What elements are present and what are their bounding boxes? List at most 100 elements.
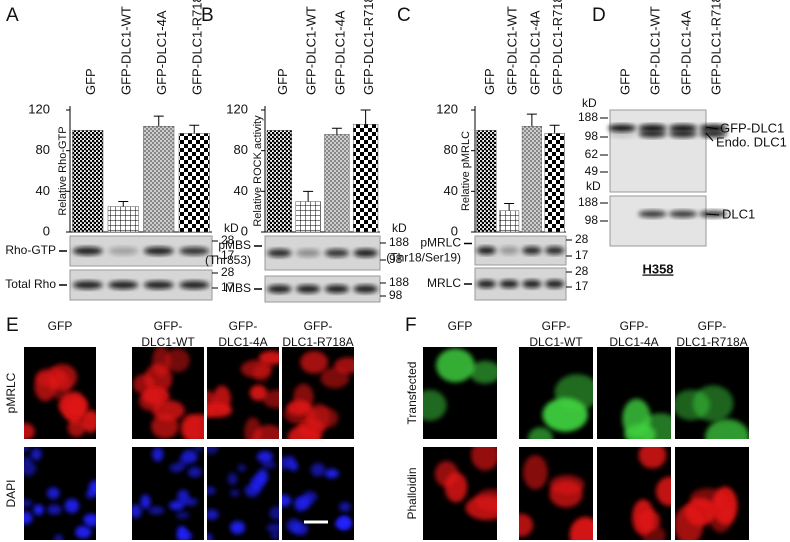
- blot-band: [179, 281, 210, 289]
- blot-band: [267, 285, 292, 293]
- cell: [34, 371, 57, 402]
- blot-band: [669, 210, 697, 218]
- panel-letter: F: [405, 315, 417, 336]
- y-tick-label: 80: [444, 142, 458, 157]
- blot-band: [638, 130, 667, 138]
- cell: [60, 391, 87, 421]
- cell: [334, 357, 354, 374]
- blot-label: pMRLC: [420, 236, 461, 250]
- cell: [269, 506, 279, 521]
- category-label: GFP-DLC1-R718A: [550, 0, 565, 95]
- y-tick-label: 80: [234, 142, 248, 157]
- cell: [46, 504, 62, 515]
- category-label: GFP-DLC1-4A: [527, 10, 542, 95]
- cell: [307, 403, 330, 430]
- marker-label: 188: [389, 275, 409, 289]
- marker-label: 17: [575, 248, 589, 262]
- cell: [423, 389, 447, 421]
- y-tick-label: 40: [36, 183, 50, 198]
- micrograph: [675, 447, 749, 540]
- cell: [469, 360, 497, 384]
- panel-letter: D: [592, 5, 606, 26]
- band-pointer: [705, 132, 714, 142]
- cell: [324, 468, 339, 479]
- blot-band: [638, 124, 667, 132]
- cell: [237, 464, 247, 472]
- micrograph: [423, 347, 497, 439]
- blot-band: [499, 280, 519, 288]
- error-bar: [360, 109, 371, 125]
- cell: [310, 463, 326, 477]
- cell: [471, 447, 497, 471]
- blot-band: [353, 249, 378, 257]
- cell: [339, 516, 350, 529]
- column-label: DLC1-4A: [218, 335, 267, 349]
- blot-band: [324, 249, 349, 257]
- band-label: Endo. DLC1: [716, 134, 787, 149]
- micrograph-bg: [24, 447, 96, 540]
- micrograph: [282, 447, 354, 540]
- cell: [182, 413, 204, 439]
- marker-label: 62: [585, 147, 599, 161]
- cell: [140, 494, 151, 510]
- micrograph: [519, 447, 593, 540]
- cell: [249, 384, 268, 401]
- cell: [690, 488, 727, 509]
- y-axis-label: Relative ROCK activity: [252, 115, 264, 227]
- cell: [287, 425, 322, 439]
- marker-label: 28: [221, 265, 235, 279]
- blot-band: [608, 130, 636, 138]
- cell: [436, 348, 475, 383]
- marker-label: 28: [575, 232, 589, 246]
- cell: [270, 531, 279, 540]
- blot-band: [669, 124, 697, 132]
- cell: [86, 515, 96, 528]
- y-axis-label: Relative Rho-GTP: [57, 126, 69, 215]
- marker-label: 28: [575, 264, 589, 278]
- cell: [528, 427, 553, 439]
- cell: [624, 424, 656, 439]
- marker-label: 98: [585, 213, 599, 227]
- lane-label: GFP-DLC1-WT: [647, 6, 662, 95]
- cell: [256, 451, 273, 463]
- panel-letter: C: [397, 5, 411, 26]
- blot-band: [638, 210, 667, 218]
- error-bar: [153, 115, 164, 127]
- micrograph: [519, 347, 593, 439]
- error-bar: [331, 127, 342, 135]
- error-bar: [504, 203, 515, 211]
- row-label: pMRLC: [4, 372, 18, 413]
- column-label: DLC1-R718A: [282, 335, 353, 349]
- column-label: GFP-: [154, 319, 183, 333]
- band-label: DLC1: [722, 206, 755, 221]
- cell: [227, 472, 238, 486]
- cell: [152, 347, 171, 377]
- cell: [261, 460, 277, 469]
- lane-label: GFP: [617, 68, 632, 95]
- cell: [47, 487, 60, 500]
- micrograph: [282, 347, 354, 439]
- cell: [183, 497, 198, 507]
- cell: [286, 455, 296, 467]
- blot-label: Total Rho: [5, 277, 56, 291]
- blot-band: [143, 247, 174, 255]
- category-label: GFP-DLC1-WT: [505, 6, 520, 95]
- lane-label: GFP-DLC1-R718A: [708, 0, 723, 95]
- cell: [24, 422, 35, 439]
- error-bar: [303, 190, 314, 202]
- micrograph: [24, 347, 96, 439]
- y-tick-label: 40: [234, 183, 248, 198]
- panel-letter: E: [6, 315, 19, 336]
- bar: [324, 134, 350, 233]
- error-bar: [526, 113, 537, 127]
- column-label: DLC1-R718A: [676, 335, 747, 349]
- column-label: GFP-: [304, 319, 333, 333]
- column-label: GFP-: [542, 319, 571, 333]
- row-label: Transfected: [405, 362, 419, 425]
- cell: [75, 525, 92, 539]
- marker-label: 98: [389, 288, 403, 302]
- cell: [175, 511, 190, 520]
- micrograph: [207, 347, 279, 439]
- cell: [165, 348, 190, 373]
- cell: [675, 389, 710, 421]
